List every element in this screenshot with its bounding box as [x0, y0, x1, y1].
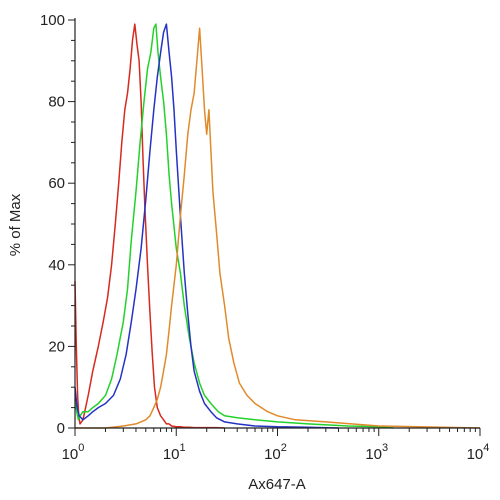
- x-tick-label: 103: [365, 442, 388, 463]
- y-tick-label: 40: [48, 257, 65, 274]
- x-tick-label: 102: [264, 442, 287, 463]
- x-tick-label: 101: [163, 442, 186, 463]
- y-axis-label: % of Max: [7, 193, 24, 256]
- axes: [74, 18, 480, 429]
- plot-lines: [74, 23, 481, 429]
- y-tick-label: 60: [48, 175, 65, 192]
- series-line-3: [74, 23, 339, 429]
- series-line-1: [74, 23, 225, 429]
- x-tick-label: 104: [467, 442, 490, 463]
- x-tick-label: 100: [62, 442, 85, 463]
- y-tick-label: 100: [40, 12, 65, 29]
- y-tick-label: 80: [48, 94, 65, 111]
- y-tick-label: 0: [57, 420, 65, 437]
- x-axis-label: Ax647-A: [248, 476, 306, 493]
- y-tick-label: 20: [48, 338, 65, 355]
- series-line-4: [75, 27, 481, 429]
- ticks: 0 20 40 60 80 100 100 101 102 103 104: [40, 12, 489, 463]
